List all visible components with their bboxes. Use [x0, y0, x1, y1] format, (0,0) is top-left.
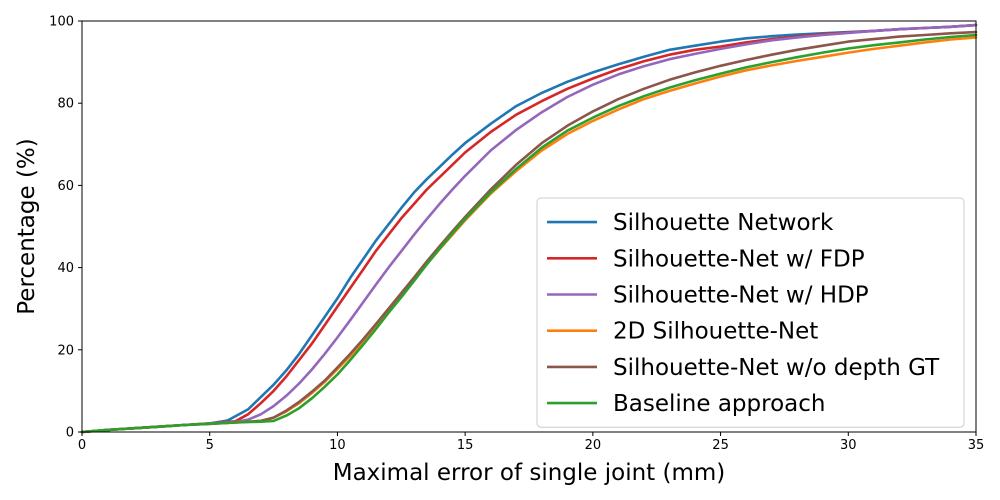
y-tick-label: 80 — [57, 97, 74, 112]
x-tick-label: 25 — [712, 438, 729, 453]
y-tick-label: 0 — [66, 426, 74, 441]
y-tick-label: 20 — [57, 343, 74, 358]
x-tick-label: 20 — [585, 438, 602, 453]
legend-label-3: Silhouette-Net w/ HDP — [613, 283, 869, 309]
legend-box — [536, 197, 965, 428]
legend: Silhouette Network Silhouette-Net w/ FDP S… — [536, 197, 965, 428]
y-tick-label: 60 — [57, 179, 74, 194]
legend-label-1: Silhouette Network — [613, 210, 834, 236]
legend-label-6: Baseline approach — [613, 391, 825, 417]
legend-label-4: 2D Silhouette-Net — [613, 319, 818, 345]
x-tick-label: 10 — [329, 438, 346, 453]
series-line-3 — [80, 23, 978, 434]
x-tick-label: 5 — [206, 438, 214, 453]
series-line-6 — [80, 33, 978, 434]
series-lines — [80, 23, 978, 434]
x-tick-label: 15 — [457, 438, 474, 453]
y-axis-ticks: 0 20 40 60 80 100 — [49, 15, 82, 441]
legend-label-5: Silhouette-Net w/o depth GT — [613, 355, 940, 381]
x-tick-label: 30 — [840, 438, 857, 453]
series-line-1 — [80, 23, 978, 434]
x-axis-ticks: 0 5 10 15 20 25 30 35 — [78, 432, 984, 453]
x-tick-label: 0 — [78, 438, 86, 453]
y-tick-label: 40 — [57, 261, 74, 276]
legend-label-2: Silhouette-Net w/ FDP — [613, 246, 865, 272]
y-tick-label: 100 — [49, 15, 74, 30]
y-axis-title: Percentage (%) — [14, 138, 40, 315]
x-axis-title: Maximal error of single joint (mm) — [333, 460, 726, 486]
x-tick-label: 35 — [968, 438, 985, 453]
axes-frame — [81, 20, 977, 433]
